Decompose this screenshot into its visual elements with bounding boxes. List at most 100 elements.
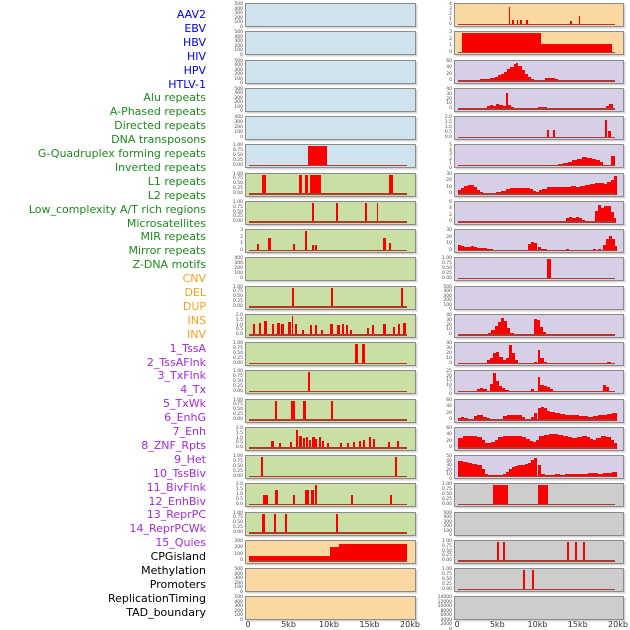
signal-baseline — [249, 193, 408, 195]
y-tick-label: 0.50 — [232, 463, 243, 469]
y-tick-label: 1.00 — [232, 397, 243, 403]
track-panel-10_TssBiv — [454, 313, 624, 338]
track-label-ReplicationTiming: ReplicationTiming — [107, 591, 206, 605]
signal-bar — [527, 76, 532, 82]
y-tick-label: 50 — [446, 454, 452, 459]
y-ticks-L2 repeats: 1.00 0.75 0.50 0.25 0.00 — [203, 370, 243, 394]
signal-bar — [257, 244, 259, 251]
signal-bar — [481, 469, 486, 477]
y-tick-label: 0.50 — [232, 350, 243, 356]
signal-bar — [540, 474, 546, 477]
y-tick-label: 300 — [234, 576, 243, 581]
signal-bar — [599, 182, 605, 195]
y-tick-label: 30 — [446, 345, 452, 351]
y-tick-label: 0 — [240, 81, 243, 86]
signal-bar — [524, 188, 530, 195]
track-panel-G-Quadruplex forming repeats — [245, 285, 416, 310]
y-tick-label: 0.00 — [441, 275, 452, 281]
signal-bar — [340, 442, 343, 449]
signal-bar — [510, 187, 516, 195]
signal-bar — [477, 247, 481, 251]
y-tick-label: 15 — [446, 378, 452, 384]
y-tick-label: 0 — [449, 106, 452, 112]
signal-bar — [473, 247, 478, 251]
signal-bar — [502, 388, 506, 393]
signal-bar — [577, 158, 583, 167]
x-axis-left: 0 5kb 10kb 15kb 20kb — [245, 620, 419, 630]
signal-bar — [350, 495, 353, 506]
y-tick-label: 1.00 — [232, 143, 243, 149]
signal-bar — [516, 415, 522, 421]
track-plot-area — [249, 62, 409, 82]
signal-bar — [294, 323, 297, 336]
y-tick-label: 100 — [234, 551, 243, 557]
signal-bar — [612, 412, 617, 421]
signal-bar — [389, 174, 393, 195]
signal-bar — [467, 435, 473, 449]
y-tick-label: 1.00 — [232, 454, 243, 459]
signal-bar — [477, 437, 482, 449]
y-tick-label: 20 — [446, 410, 452, 416]
signal-bar — [259, 323, 262, 336]
signal-bar — [472, 464, 478, 477]
y-ticks-Microsatellites: 2.0 1.5 1.0 0.5 0.0 — [203, 426, 243, 451]
signal-bar — [512, 414, 517, 421]
y-tick-label: 4 — [449, 147, 452, 153]
signal-baseline — [249, 475, 408, 477]
y-tick-label: 25 — [446, 369, 452, 375]
y-tick-label: 0.25 — [441, 270, 452, 276]
y-tick-label: 500 — [443, 510, 452, 516]
track-plot-area — [458, 598, 617, 618]
signal-bar — [249, 556, 330, 562]
signal-bar — [531, 570, 534, 590]
y-tick-label: 200 — [234, 124, 243, 130]
signal-bar — [458, 437, 463, 449]
signal-bar — [462, 461, 468, 477]
signal-bar — [545, 78, 549, 82]
track-panel-A-Phased repeats — [245, 200, 416, 225]
y-tick-label: 300 — [234, 604, 243, 610]
signal-bar — [458, 245, 462, 251]
y-tick-label: 0.25 — [441, 581, 452, 587]
track-label-8_ZNF_Rpts: 8_ZNF_Rpts — [141, 438, 206, 452]
signal-baseline — [458, 80, 616, 82]
x-axis-tick: 0 — [454, 620, 460, 629]
y-ticks-10_TssBiv: 40 30 20 10 0 — [412, 313, 452, 338]
signal-bar — [521, 69, 525, 82]
track-plot-area — [458, 316, 617, 336]
signal-bar — [589, 184, 595, 195]
y-tick-label: 6000 — [440, 613, 452, 619]
y-tick-label: 5 — [449, 143, 452, 149]
track-label-Mirror repeats: Mirror repeats — [128, 244, 207, 258]
signal-bar — [388, 442, 391, 449]
y-tick-label: 200 — [234, 580, 243, 586]
signal-bar — [543, 331, 547, 336]
y-tick-label: 0.50 — [232, 153, 243, 158]
track-panel-Promoters — [454, 539, 624, 564]
signal-bar — [346, 442, 349, 449]
x-axis-tick: 15kb — [359, 620, 380, 629]
y-ticks-HBV: 500 400 300 200 100 0 — [203, 59, 243, 86]
signal-bar — [532, 191, 536, 195]
y-ticks-Methylation: 500 400 300 200 100 0 — [412, 510, 452, 538]
y-tick-label: 100 — [443, 528, 452, 534]
y-tick-label: 1 — [449, 16, 452, 22]
y-tick-label: 0.25 — [441, 553, 452, 559]
track-label-A-Phased repeats: A-Phased repeats — [109, 105, 206, 119]
signal-bar — [536, 320, 540, 336]
signal-bar — [612, 239, 616, 251]
signal-bar — [276, 323, 281, 336]
signal-bar — [373, 438, 376, 449]
signal-bar — [602, 473, 608, 477]
signal-bar — [508, 469, 513, 477]
signal-bar — [499, 357, 503, 364]
signal-bar — [613, 175, 617, 195]
track-panel-DNA transposons — [245, 257, 416, 282]
signal-bar — [613, 442, 617, 449]
y-ticks-7_Enh: 30 20 10 0 — [412, 228, 452, 253]
signal-bar — [594, 182, 600, 195]
y-tick-label: 0.5 — [235, 327, 243, 333]
track-label-7_Enh: 7_Enh — [172, 425, 206, 438]
y-tick-label: 200 — [443, 298, 452, 303]
y-tick-label: 0.00 — [232, 304, 243, 309]
